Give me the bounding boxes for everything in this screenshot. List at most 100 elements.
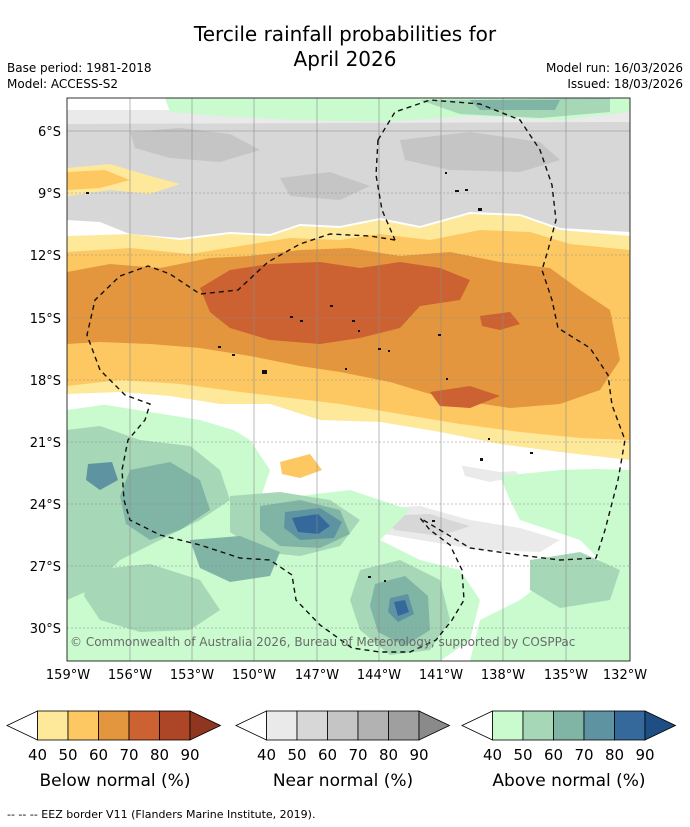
colorbar-tick-label: 40 xyxy=(257,746,276,764)
colorbar-tick-label: 40 xyxy=(483,746,502,764)
colorbar-segment xyxy=(67,710,99,741)
lat-label: 27°S xyxy=(30,560,61,575)
title-line-2: April 2026 xyxy=(293,47,397,71)
colorbar-tick-label: 90 xyxy=(635,746,654,764)
chart-title: Tercile rainfall probabilities for April… xyxy=(0,22,690,72)
island xyxy=(345,368,347,370)
colorbar-tick-label: 70 xyxy=(348,746,367,764)
colorbar-segment xyxy=(644,710,677,741)
colorbar-tick-label: 80 xyxy=(605,746,624,764)
near-normal-darker-1 xyxy=(130,128,260,162)
island xyxy=(455,190,459,192)
colorbar-segment xyxy=(6,710,38,741)
map-plot-area: © Commonwealth of Australia 2026, Bureau… xyxy=(67,98,630,661)
above-normal-south-80b xyxy=(394,600,409,616)
colorbar-segment xyxy=(418,710,451,741)
island xyxy=(480,458,483,461)
colorbar-segment xyxy=(327,710,359,741)
meta-right: Model run: 16/03/2026 Issued: 18/03/2026 xyxy=(546,60,683,92)
eez-border-french-polynesia xyxy=(86,233,465,653)
lat-label: 30°S xyxy=(30,622,61,637)
lon-label: 138°W xyxy=(481,668,525,683)
island xyxy=(330,305,333,307)
map-frame xyxy=(66,97,631,662)
island xyxy=(352,320,355,322)
colorbar-segment xyxy=(388,710,420,741)
colorbar-tick-label: 50 xyxy=(287,746,306,764)
lon-label: 150°W xyxy=(232,668,276,683)
island xyxy=(445,172,447,174)
lat-label: 15°S xyxy=(30,312,61,327)
island xyxy=(465,189,468,191)
below-normal-band-70 xyxy=(200,262,470,344)
model-run: Model run: 16/03/2026 xyxy=(545,61,683,75)
colorbar-segment xyxy=(296,710,328,741)
island xyxy=(86,192,89,194)
title-line-1: Tercile rainfall probabilities for xyxy=(193,22,497,46)
island xyxy=(300,320,303,322)
colorbar-segment xyxy=(189,710,222,741)
below-normal-patch-mid xyxy=(280,454,322,478)
colorbar-tick-label: 50 xyxy=(58,746,77,764)
island xyxy=(388,350,390,352)
model-name: Model: ACCESS-S2 xyxy=(7,77,119,91)
eez-border-kiribati xyxy=(377,99,626,561)
lon-label: 153°W xyxy=(170,668,214,683)
colorbar-segment xyxy=(553,710,585,741)
colorbar-segment xyxy=(37,710,69,741)
island xyxy=(438,334,441,336)
island xyxy=(478,208,482,211)
copyright-note: © Commonwealth of Australia 2026, Bureau… xyxy=(70,635,575,649)
lat-label: 21°S xyxy=(30,436,61,451)
lat-label: 24°S xyxy=(30,498,61,513)
island xyxy=(358,330,360,332)
above-normal-south-east xyxy=(470,468,630,661)
lon-labels: 159°W 156°W 153°W 150°W 147°W 144°W 141°… xyxy=(46,668,647,683)
below-normal-band-70c xyxy=(430,386,500,408)
island xyxy=(488,438,490,440)
near-normal-south-2 xyxy=(380,514,470,536)
colorbar-segment xyxy=(583,710,615,741)
lat-labels: 6°S 9°S 12°S 15°S 18°S 21°S 24°S 27°S 30… xyxy=(30,125,61,637)
island xyxy=(446,378,448,380)
lat-label: 12°S xyxy=(30,249,61,264)
issued-date: Issued: 18/03/2026 xyxy=(567,77,683,91)
colorbar-below-normal: 40 50 60 70 80 90 xyxy=(6,710,222,764)
below-normal-nw-patch-2 xyxy=(67,170,130,190)
lon-label: 135°W xyxy=(544,668,588,683)
lat-label: 9°S xyxy=(38,187,61,202)
near-normal-darker-2 xyxy=(400,132,560,172)
colorbar-near-normal: 40 50 60 70 80 90 xyxy=(235,710,451,764)
colorbar-tick-label: 80 xyxy=(150,746,169,764)
colorbar-segment xyxy=(98,710,130,741)
colorbar-tick-label: 90 xyxy=(180,746,199,764)
colorbar-tick-label: 70 xyxy=(574,746,593,764)
above-normal-south-70b xyxy=(86,462,118,490)
above-normal-south-60d xyxy=(190,536,280,582)
meta-left: Base period: 1981-2018 Model: ACCESS-S2 xyxy=(7,60,152,92)
colorbar-title-near: Near normal (%) xyxy=(272,771,414,791)
colorbar-above-normal: 40 50 60 70 80 90 xyxy=(461,710,677,764)
lon-label: 144°W xyxy=(357,668,401,683)
lon-label: 156°W xyxy=(108,668,152,683)
colorbar-segment xyxy=(266,710,298,741)
colorbar-tick-label: 60 xyxy=(544,746,563,764)
island xyxy=(432,520,435,522)
lon-label: 132°W xyxy=(603,668,647,683)
colorbar-segment xyxy=(614,710,646,741)
colorbar-tick-label: 70 xyxy=(119,746,138,764)
above-normal-north-3 xyxy=(470,100,560,110)
islands xyxy=(86,172,533,582)
colorbar-segment xyxy=(522,710,554,741)
grid-lines xyxy=(67,98,630,661)
colorbar-segment xyxy=(461,710,493,741)
lat-label: 6°S xyxy=(38,125,61,140)
colorbar-tick-label: 60 xyxy=(318,746,337,764)
island xyxy=(530,452,533,454)
above-normal-south-50c xyxy=(84,564,220,632)
base-period: Base period: 1981-2018 xyxy=(7,61,152,75)
colorbar-tick-label: 50 xyxy=(513,746,532,764)
lon-label: 147°W xyxy=(295,668,339,683)
colorbar-tick-label: 60 xyxy=(89,746,108,764)
